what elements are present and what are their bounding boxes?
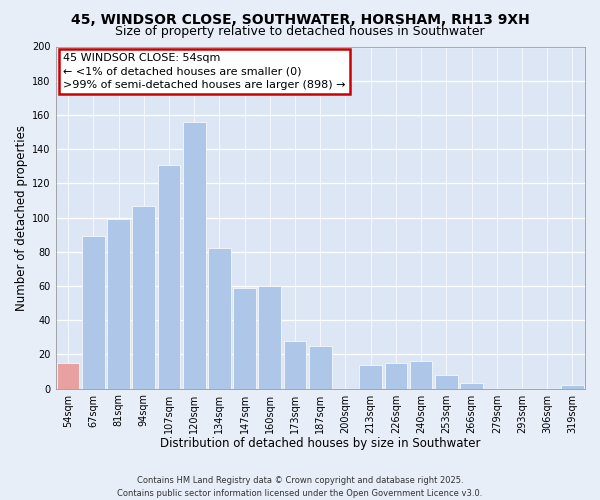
Bar	[57, 363, 79, 388]
Text: Contains HM Land Registry data © Crown copyright and database right 2025.
Contai: Contains HM Land Registry data © Crown c…	[118, 476, 482, 498]
Bar	[309, 346, 332, 389]
Bar	[82, 236, 104, 388]
Bar	[107, 220, 130, 388]
Bar	[435, 375, 458, 388]
Y-axis label: Number of detached properties: Number of detached properties	[15, 124, 28, 310]
Bar	[208, 248, 231, 388]
Bar	[158, 164, 181, 388]
Bar	[359, 364, 382, 388]
Bar	[410, 361, 433, 388]
Bar	[284, 340, 307, 388]
Bar	[561, 385, 584, 388]
Bar	[133, 206, 155, 388]
Bar	[233, 288, 256, 388]
Text: Size of property relative to detached houses in Southwater: Size of property relative to detached ho…	[115, 25, 485, 38]
Bar	[460, 384, 483, 388]
X-axis label: Distribution of detached houses by size in Southwater: Distribution of detached houses by size …	[160, 437, 481, 450]
Text: 45 WINDSOR CLOSE: 54sqm
← <1% of detached houses are smaller (0)
>99% of semi-de: 45 WINDSOR CLOSE: 54sqm ← <1% of detache…	[64, 54, 346, 90]
Bar	[385, 363, 407, 388]
Text: 45, WINDSOR CLOSE, SOUTHWATER, HORSHAM, RH13 9XH: 45, WINDSOR CLOSE, SOUTHWATER, HORSHAM, …	[71, 12, 529, 26]
Bar	[183, 122, 206, 388]
Bar	[259, 286, 281, 388]
